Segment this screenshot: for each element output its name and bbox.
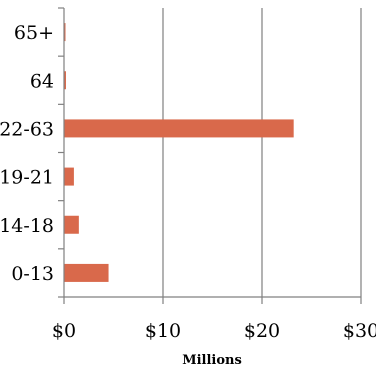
y-tick-label: 22-63: [0, 118, 54, 140]
bar: [64, 119, 294, 138]
bar: [64, 23, 66, 42]
y-tick-label: 19-21: [0, 167, 54, 189]
bar: [64, 71, 66, 90]
x-tick-label: $30: [343, 320, 376, 342]
x-axis-title: Millions: [182, 353, 242, 368]
x-tick-label: $20: [244, 320, 280, 342]
y-tick-label: 0-13: [11, 263, 54, 285]
x-tick-labels: $0 $10 $20 $30: [52, 320, 376, 342]
bar: [64, 263, 109, 282]
grid-lines: [162, 8, 362, 297]
y-tick-label: 14-18: [0, 215, 54, 237]
bar: [64, 167, 74, 186]
bars: [64, 23, 294, 282]
x-tick-label: $10: [145, 320, 181, 342]
x-tick-label: $0: [52, 320, 76, 342]
y-tick-label: 65+: [14, 22, 54, 44]
axes: [58, 7, 362, 304]
y-tick-labels: 65+ 64 22-63 19-21 14-18 0-13: [0, 22, 54, 285]
bar: [64, 215, 79, 234]
y-tick-label: 64: [30, 70, 54, 92]
